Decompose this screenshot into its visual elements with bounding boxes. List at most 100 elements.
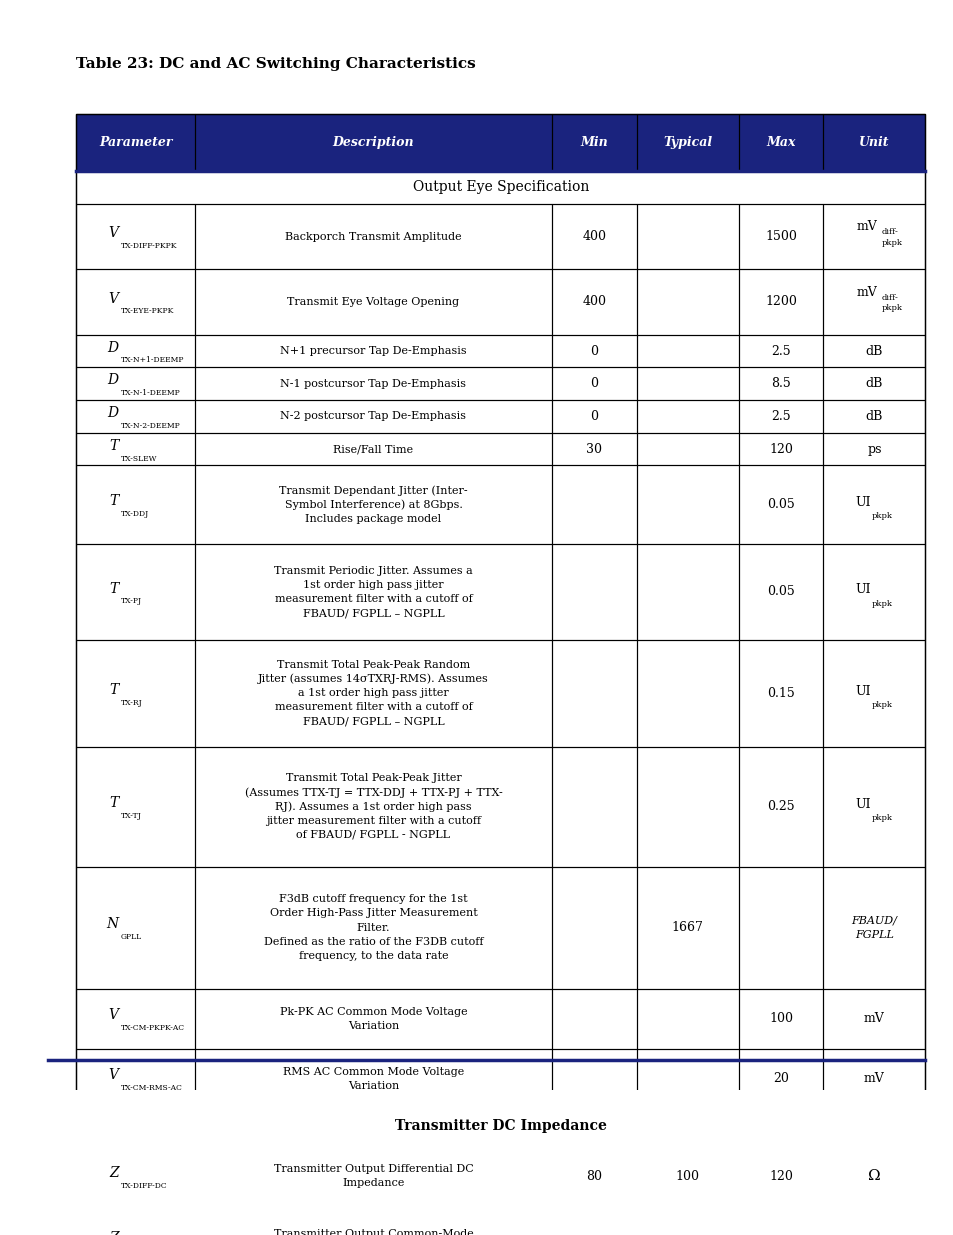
Text: TX-DIFF-PKPK: TX-DIFF-PKPK xyxy=(120,242,177,249)
Bar xyxy=(195,989,551,1049)
Text: of FBAUD/ FGPLL - NGPLL: of FBAUD/ FGPLL - NGPLL xyxy=(296,830,450,840)
Text: Defined as the ratio of the F3DB cutoff: Defined as the ratio of the F3DB cutoff xyxy=(263,937,483,947)
Text: TX-N+1-DEEMP: TX-N+1-DEEMP xyxy=(120,357,184,364)
Bar xyxy=(76,115,195,172)
Bar xyxy=(76,747,195,867)
Bar xyxy=(195,400,551,432)
Bar xyxy=(76,1049,195,1109)
Text: a 1st order high pass jitter: a 1st order high pass jitter xyxy=(297,688,449,698)
Text: (Assumes TTX-TJ = TTX-DDJ + TTX-PJ + TTX-: (Assumes TTX-TJ = TTX-DDJ + TTX-PJ + TTX… xyxy=(244,787,502,798)
Text: V: V xyxy=(109,291,118,306)
Text: TX-RJ: TX-RJ xyxy=(120,699,142,706)
Bar xyxy=(822,1049,924,1109)
Bar xyxy=(195,1049,551,1109)
Bar xyxy=(76,172,924,204)
Text: mV: mV xyxy=(856,285,876,299)
Bar xyxy=(738,115,822,172)
Bar xyxy=(76,335,924,367)
Text: ps: ps xyxy=(866,442,881,456)
Text: 100: 100 xyxy=(675,1170,699,1183)
Text: jitter measurement filter with a cutoff: jitter measurement filter with a cutoff xyxy=(266,816,480,826)
Text: UI: UI xyxy=(854,496,870,509)
Bar xyxy=(636,432,738,466)
Text: UI: UI xyxy=(854,798,870,811)
Bar xyxy=(195,204,551,269)
Bar xyxy=(822,115,924,172)
Bar xyxy=(195,432,551,466)
Bar xyxy=(822,115,924,172)
Bar xyxy=(551,989,636,1049)
Text: V: V xyxy=(109,1068,118,1082)
Text: N-1 postcursor Tap De-Emphasis: N-1 postcursor Tap De-Emphasis xyxy=(280,379,466,389)
Text: Output Eye Specification: Output Eye Specification xyxy=(413,180,588,194)
Bar xyxy=(822,432,924,466)
Text: 1st order high pass jitter: 1st order high pass jitter xyxy=(303,579,443,590)
Text: V: V xyxy=(109,226,118,241)
Text: Transmitter Output Differential DC: Transmitter Output Differential DC xyxy=(274,1165,473,1174)
Bar xyxy=(738,204,822,269)
Bar xyxy=(76,989,195,1049)
Text: FBAUD/ FGPLL – NGPLL: FBAUD/ FGPLL – NGPLL xyxy=(302,716,444,726)
Text: Typical: Typical xyxy=(662,136,712,149)
Text: RJ). Assumes a 1st order high pass: RJ). Assumes a 1st order high pass xyxy=(274,802,472,811)
Bar xyxy=(76,466,924,543)
Text: 120: 120 xyxy=(768,1170,792,1183)
Bar xyxy=(636,747,738,867)
Text: 0.05: 0.05 xyxy=(766,585,794,599)
Text: dB: dB xyxy=(864,345,882,357)
Bar xyxy=(195,367,551,400)
Text: Includes package model: Includes package model xyxy=(305,514,441,524)
Bar xyxy=(636,269,738,335)
Text: pkpk: pkpk xyxy=(882,305,902,312)
Bar xyxy=(195,640,551,747)
Bar xyxy=(195,1144,551,1209)
Bar xyxy=(636,1209,738,1235)
Text: Transmitter DC Impedance: Transmitter DC Impedance xyxy=(395,1119,606,1132)
Bar xyxy=(551,1209,636,1235)
Text: Max: Max xyxy=(765,136,795,149)
Text: TX-DDJ: TX-DDJ xyxy=(120,510,149,519)
Text: 0: 0 xyxy=(590,345,598,357)
Text: 2.5: 2.5 xyxy=(770,410,790,422)
Text: 400: 400 xyxy=(581,295,605,309)
Text: 1667: 1667 xyxy=(671,921,703,934)
Text: GPLL: GPLL xyxy=(120,934,141,941)
Bar xyxy=(76,115,924,1235)
Bar xyxy=(551,1144,636,1209)
Text: TX-CM-PKPK-AC: TX-CM-PKPK-AC xyxy=(120,1024,185,1032)
Bar xyxy=(822,466,924,543)
Text: 20: 20 xyxy=(772,1072,788,1086)
Text: Rise/Fall Time: Rise/Fall Time xyxy=(334,445,413,454)
Bar xyxy=(76,1144,195,1209)
Text: TX-PJ: TX-PJ xyxy=(120,598,141,605)
Bar xyxy=(738,1144,822,1209)
Text: D: D xyxy=(108,341,118,354)
Text: TX-N-1-DEEMP: TX-N-1-DEEMP xyxy=(120,389,180,398)
Text: Z: Z xyxy=(109,1166,118,1179)
Bar xyxy=(76,204,195,269)
Text: Variation: Variation xyxy=(348,1021,398,1031)
Bar xyxy=(551,466,636,543)
Text: 1200: 1200 xyxy=(764,295,796,309)
Bar xyxy=(738,466,822,543)
Text: TX-TJ: TX-TJ xyxy=(120,813,141,820)
Bar xyxy=(636,115,738,172)
Bar xyxy=(822,1209,924,1235)
Text: Transmit Eye Voltage Opening: Transmit Eye Voltage Opening xyxy=(287,296,459,308)
Text: T: T xyxy=(110,582,118,595)
Bar xyxy=(195,335,551,367)
Text: D: D xyxy=(108,406,118,420)
Text: TX-CM-RMS-AC: TX-CM-RMS-AC xyxy=(120,1084,182,1092)
Bar xyxy=(738,989,822,1049)
Bar xyxy=(636,466,738,543)
Text: UI: UI xyxy=(854,684,870,698)
Text: pkpk: pkpk xyxy=(882,240,902,247)
Bar xyxy=(822,747,924,867)
Bar xyxy=(195,747,551,867)
Bar xyxy=(738,432,822,466)
Text: Pk-PK AC Common Mode Voltage: Pk-PK AC Common Mode Voltage xyxy=(279,1007,467,1016)
Text: T: T xyxy=(110,683,118,697)
Bar xyxy=(551,367,636,400)
Bar xyxy=(636,640,738,747)
Text: N: N xyxy=(107,918,118,931)
